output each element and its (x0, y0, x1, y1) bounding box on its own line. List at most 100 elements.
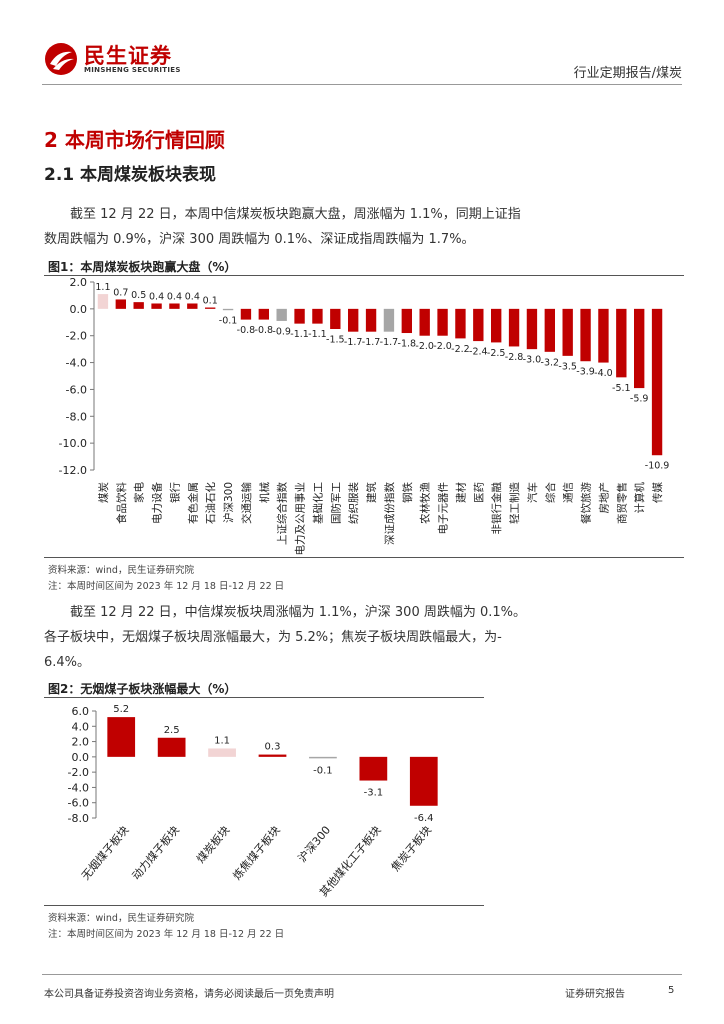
figure-1-source: 资料来源：wind，民生证券研究院 (48, 565, 194, 576)
paragraph-1-line-1: 截至 12 月 22 日，本周中信煤炭板块跑赢大盘，周涨幅为 1.1%，同期上证… (70, 207, 521, 222)
chart1-category-label-24: 汽车 (526, 482, 539, 503)
y-tick-label: -10.0 (59, 437, 87, 450)
chart1-category-label-2: 家电 (133, 482, 146, 503)
chart1-bar-24 (526, 308, 538, 350)
y-tick-label: 6.0 (72, 705, 90, 718)
chart1-bar-17 (401, 308, 412, 334)
chart1-bar-5 (187, 303, 198, 309)
chart1-value-label-2: 0.5 (131, 290, 146, 301)
chart1-bar-4 (169, 303, 180, 309)
chart1-value-label-20: -2.2 (451, 344, 470, 355)
chart1-category-label-20: 建材 (454, 482, 467, 503)
figure-1-bottom-rule (44, 557, 684, 558)
report-type: 行业定期报告/煤炭 (573, 66, 682, 81)
chart1-category-label-5: 有色金属 (186, 482, 199, 524)
chart1-bar-31 (651, 308, 663, 456)
chart1-bar-28 (598, 308, 609, 363)
chart1-category-label-7: 沪深300 (222, 482, 235, 523)
chart1-value-label-7: -0.1 (219, 316, 238, 327)
chart2-bar-3 (258, 754, 287, 757)
figure-1-chart: 2.0 0.0 -2.0 -4.0 -6.0 -8.0 -10.0 -12.0 1.1 煤炭 0.7… (59, 276, 670, 556)
chart1-value-label-13: -1.5 (326, 335, 345, 346)
chart1-category-label-11: 电力及公用事业 (294, 482, 307, 556)
figure-2-source: 资料来源：wind，民生证券研究院 (48, 913, 194, 924)
y-tick-label: -6.0 (68, 797, 89, 810)
chart1-bar-26 (562, 308, 573, 356)
chart1-value-label-15: -1.7 (362, 337, 381, 348)
chart1-value-label-28: -4.0 (594, 368, 613, 379)
figure-1-top-rule (44, 275, 684, 276)
chart1-category-label-27: 餐饮旅游 (580, 482, 593, 524)
chart1-category-label-4: 银行 (168, 482, 181, 503)
chart1-value-label-5: 0.4 (185, 291, 200, 302)
subsection-title: 2.1 本周煤炭板块表现 (44, 165, 217, 185)
chart1-value-label-10: -0.9 (272, 326, 291, 337)
chart1-bar-12 (312, 308, 323, 324)
chart1-bar-25 (544, 308, 555, 352)
chart1-category-label-21: 医药 (473, 482, 485, 503)
y-tick-label: -8.0 (68, 812, 89, 825)
y-tick-label: -4.0 (68, 781, 89, 794)
chart1-value-label-27: -3.9 (576, 367, 595, 378)
chart1-bar-13 (330, 308, 341, 329)
chart2-value-label-2: 1.1 (214, 735, 230, 746)
chart1-value-label-22: -2.5 (487, 348, 506, 359)
chart1-bar-23 (508, 308, 520, 347)
chart1-category-label-0: 煤炭 (97, 482, 110, 503)
chart1-bar-0 (97, 294, 109, 309)
chart1-value-label-18: -2.0 (415, 341, 434, 352)
chart1-value-label-26: -3.5 (558, 361, 577, 372)
page-number: 5 (668, 985, 675, 996)
logo-icon (45, 43, 77, 75)
chart1-category-label-12: 基础化工 (311, 482, 324, 524)
chart2-bar-5 (359, 756, 388, 781)
figure-2-bottom-rule (44, 905, 484, 906)
chart1-value-label-23: -2.8 (505, 352, 524, 363)
paragraph-2-line-2: 各子板块中，无烟煤子板块周涨幅最大，为 5.2%；焦炭子板块周跌幅最大，为- (44, 630, 502, 645)
chart1-category-label-6: 石油石化 (204, 482, 217, 524)
chart1-category-label-25: 综合 (544, 482, 557, 503)
chart1-bar-11 (294, 308, 305, 324)
chart2-category-label-1: 动力煤子板块 (129, 823, 182, 883)
figure-1-title: 图1：本周煤炭板块跑赢大盘（%） (48, 260, 237, 274)
chart1-value-label-21: -2.4 (469, 347, 488, 358)
chart1-value-label-0: 1.1 (95, 282, 110, 293)
chart1-value-label-16: -1.7 (380, 337, 399, 348)
chart2-category-label-3: 炼焦煤子板块 (230, 823, 283, 883)
chart1-value-label-12: -1.1 (308, 329, 327, 340)
chart1-bar-21 (473, 308, 484, 342)
chart2-bar-2 (208, 748, 236, 757)
chart1-value-label-6: 0.1 (203, 296, 218, 307)
header-divider (42, 84, 682, 85)
chart1-category-label-8: 交通运输 (240, 482, 253, 524)
chart1-bar-27 (580, 308, 591, 362)
y-tick-label: 4.0 (72, 720, 90, 733)
chart1-category-label-30: 计算机 (633, 482, 646, 514)
paragraph-1: 截至 12 月 22 日，本周中信煤炭板块跑赢大盘，周涨幅为 1.1%，同期上证… (44, 202, 680, 252)
chart1-bar-22 (491, 308, 502, 343)
chart1-category-label-28: 房地产 (597, 482, 610, 514)
y-tick-label: -2.0 (66, 330, 87, 343)
chart2-category-label-0: 无烟煤子板块 (78, 823, 131, 883)
chart1-value-label-17: -1.8 (398, 339, 417, 350)
chart1-value-label-4: 0.4 (167, 291, 182, 302)
chart1-value-label-14: -1.7 (344, 337, 363, 348)
chart1-category-label-26: 通信 (563, 482, 575, 503)
paragraph-1-line-2: 数周跌幅为 0.9%，沪深 300 周跌幅为 0.1%、深证成指周跌幅为 1.7… (44, 232, 475, 247)
chart1-bar-9 (258, 308, 269, 320)
chart1-category-label-17: 钢铁 (401, 482, 414, 503)
figure-2-title: 图2：无烟煤子板块涨幅最大（%） (48, 682, 237, 696)
chart1-value-label-11: -1.1 (290, 329, 309, 340)
chart1-value-label-8: -0.8 (237, 325, 256, 336)
paragraph-2-line-3: 6.4%。 (44, 655, 91, 670)
section-title: 2 本周市场行情回顾 (44, 128, 225, 152)
chart1-bar-8 (240, 308, 252, 320)
chart1-bar-1 (115, 299, 126, 309)
chart2-value-label-6: -6.4 (414, 813, 434, 824)
logo-text-en: MINSHENG SECURITIES (84, 66, 181, 74)
chart1-category-label-19: 电子元器件 (437, 482, 450, 535)
y-tick-label: 2.0 (72, 736, 90, 749)
logo-text-cn: 民生证券 (84, 44, 172, 68)
chart1-value-label-29: -5.1 (612, 383, 631, 394)
paragraph-2-line-1: 截至 12 月 22 日，中信煤炭板块周涨幅为 1.1%，沪深 300 周跌幅为… (70, 605, 527, 620)
